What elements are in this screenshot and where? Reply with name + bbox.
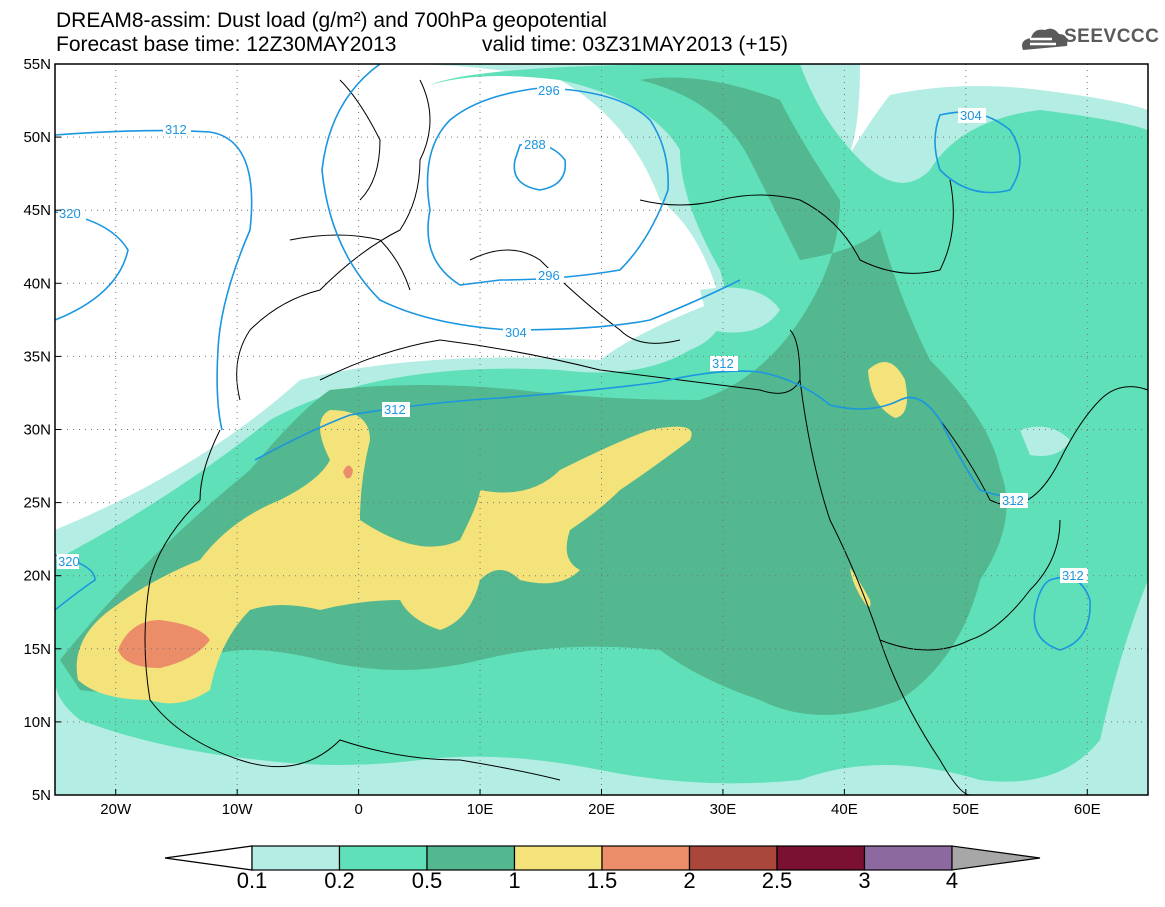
colorbar-swatch [513, 845, 603, 871]
contour-304-east [934, 111, 1021, 194]
coastlines [144, 79, 1148, 795]
lat-tick-label: 5N [32, 787, 51, 804]
lon-tick-label: 10E [467, 801, 494, 818]
dust-low-pocket [1020, 426, 1070, 456]
colorbar-label: 0.1 [236, 868, 268, 893]
lat-tick-label: 10N [23, 714, 51, 731]
colorbar-swatch [776, 845, 866, 871]
lon-tick-label: 0 [354, 801, 362, 818]
colorbar-swatch [338, 845, 428, 871]
colorbar-label: 2.5 [761, 868, 793, 893]
colorbar-swatch [426, 845, 516, 871]
lat-tick-label: 40N [23, 275, 51, 292]
contour-label: 320 [58, 554, 80, 569]
contour-312-north [55, 129, 253, 431]
colorbar-label: 1 [508, 868, 521, 893]
lat-tick-label: 55N [23, 56, 51, 73]
valid-time: valid time: 03Z31MAY2013 (+15) [482, 33, 789, 56]
lon-tick-label: 60E [1074, 801, 1101, 818]
dust-low-pocket-2 [700, 287, 780, 333]
lon-tick-label: 20W [100, 801, 132, 818]
contour-label: 296 [538, 268, 560, 283]
logo-text: SEEVCCC [1064, 26, 1160, 47]
map-title: DREAM8-assim: Dust load (g/m²) and 700hP… [56, 9, 607, 32]
colorbar-label: 2 [683, 868, 696, 893]
dust-band-1-arabia [868, 362, 908, 418]
lat-tick-label: 20N [23, 568, 51, 585]
contour-label: 312 [1062, 568, 1084, 583]
contour-label: 288 [524, 137, 546, 152]
contour-label: 312 [165, 122, 187, 137]
colorbar-swatch [251, 845, 341, 871]
dust-band-1.5-small [343, 465, 353, 479]
dust-band-1-west [76, 410, 692, 704]
contour-label: 304 [960, 108, 982, 123]
lon-tick-label: 10W [222, 801, 254, 818]
colorbar-label: 1.5 [586, 868, 618, 893]
contour-312-east [1033, 576, 1091, 651]
colorbar-arrow-high [951, 845, 1041, 871]
cloud-logo-icon [1022, 28, 1068, 50]
lat-tick-label: 35N [23, 348, 51, 365]
contour-296 [426, 87, 669, 286]
contour-label: 296 [538, 83, 560, 98]
contour-320-west [55, 211, 129, 321]
contour-label: 312 [384, 402, 406, 417]
colorbar-swatch [601, 845, 691, 871]
lon-tick-label: 50E [952, 801, 979, 818]
contour-label: 304 [505, 325, 527, 340]
colorbar-arrow-low [164, 845, 253, 871]
contour-label: 312 [712, 356, 734, 371]
contour-label: 320 [59, 206, 81, 221]
colorbar-swatch [863, 845, 953, 871]
colorbar-label: 4 [945, 868, 959, 893]
colorbar-label: 0.2 [324, 868, 355, 893]
axis-ticks: 20W 10W 0 10E 20E 30E 40E 50E 60E 55N 50N 45N 40N 35N… [23, 56, 1100, 818]
lon-tick-label: 20E [588, 801, 615, 818]
lat-tick-label: 30N [23, 422, 51, 439]
lon-tick-label: 40E [831, 801, 858, 818]
lat-tick-label: 25N [23, 495, 51, 512]
dust-band-1.5 [118, 620, 210, 668]
lat-tick-label: 15N [23, 641, 51, 658]
colorbar-swatch [688, 845, 778, 871]
colorbar [164, 845, 1041, 871]
colorbar-label: 0.5 [411, 868, 443, 893]
contour-label: 312 [1002, 493, 1024, 508]
contour-labels: 312 320 296 288 296 304 312 312 304 312 … [57, 83, 1088, 583]
lat-tick-label: 50N [23, 129, 51, 146]
lon-tick-label: 30E [710, 801, 737, 818]
contour-304 [321, 64, 741, 331]
forecast-base-time: Forecast base time: 12Z30MAY2013 [56, 33, 397, 56]
lat-tick-label: 45N [23, 202, 51, 219]
colorbar-label: 3 [858, 868, 871, 893]
